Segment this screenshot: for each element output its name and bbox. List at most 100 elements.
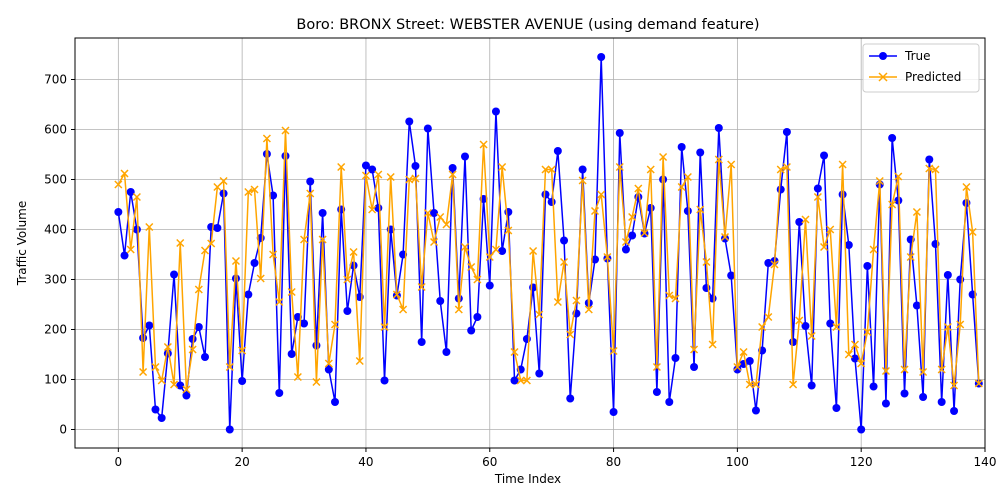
data-point-predicted — [758, 322, 767, 332]
data-point-predicted — [126, 245, 135, 254]
data-point-predicted — [727, 160, 736, 169]
data-point-predicted — [801, 215, 810, 224]
data-point-predicted — [219, 176, 228, 186]
data-point-predicted — [962, 182, 971, 192]
data-point-predicted — [547, 165, 556, 174]
data-point-predicted — [906, 252, 915, 262]
data-point-true — [782, 128, 791, 136]
series-predicted — [114, 126, 983, 394]
data-point-predicted — [454, 305, 463, 314]
x-axis-title: Time Index — [494, 472, 561, 486]
data-point-predicted — [423, 208, 432, 218]
y-tick-label: 400 — [44, 223, 67, 237]
data-point-predicted — [510, 347, 519, 357]
data-point-predicted — [355, 356, 364, 366]
data-point-predicted — [541, 165, 550, 174]
data-point-true — [776, 185, 785, 194]
data-point-predicted — [888, 200, 897, 209]
data-point-true — [560, 236, 569, 245]
data-point-predicted — [646, 165, 655, 174]
data-point-true — [541, 190, 550, 199]
series-line-true — [117, 56, 980, 431]
data-point-true — [665, 398, 674, 406]
data-point-true — [467, 326, 476, 335]
data-point-predicted — [968, 227, 977, 237]
data-point-predicted — [318, 235, 327, 244]
data-point-true — [950, 407, 959, 415]
data-point-predicted — [157, 376, 166, 385]
data-point-predicted — [950, 381, 959, 390]
data-point-predicted — [170, 380, 179, 389]
data-point-predicted — [690, 345, 699, 354]
data-point-true — [238, 377, 247, 385]
data-point-predicted — [894, 172, 903, 181]
data-point-true — [683, 207, 692, 215]
data-point-predicted — [460, 242, 470, 252]
data-point-predicted — [275, 297, 284, 307]
x-axis-ticks: 0 20 40 60 80 100 120 140 — [115, 448, 996, 469]
data-point-predicted — [875, 176, 884, 186]
data-point-true — [807, 381, 816, 390]
data-point-predicted — [615, 162, 624, 172]
data-point-predicted — [578, 176, 587, 185]
data-point-true — [671, 354, 680, 362]
data-point-true — [733, 365, 742, 374]
data-point-predicted — [374, 170, 383, 179]
data-point-true — [801, 322, 810, 330]
data-point-predicted — [535, 310, 544, 319]
data-point-true — [448, 164, 457, 172]
legend: True Predicted — [862, 43, 980, 93]
data-point-true — [430, 209, 439, 217]
data-point-predicted — [820, 242, 829, 252]
data-point-true — [281, 152, 290, 160]
data-point-predicted — [516, 376, 525, 385]
data-point-predicted — [795, 316, 804, 325]
data-point-true — [157, 414, 166, 422]
data-point-true — [151, 405, 160, 414]
data-point-true — [578, 165, 587, 174]
data-point-predicted — [832, 322, 841, 332]
data-point-predicted — [200, 246, 210, 255]
data-point-true — [652, 388, 661, 396]
data-point-predicted — [603, 252, 612, 262]
data-point-true — [423, 124, 432, 133]
data-point-true — [813, 184, 822, 193]
data-point-predicted — [269, 250, 278, 259]
y-tick-label: 600 — [44, 123, 67, 137]
data-point-true — [591, 255, 599, 264]
data-point-predicted — [343, 275, 352, 284]
data-point-true — [795, 218, 804, 226]
data-point-true — [832, 404, 841, 412]
data-point-true — [139, 334, 148, 342]
x-tick-label: 20 — [235, 455, 250, 469]
data-point-predicted — [634, 184, 643, 193]
data-point-predicted — [590, 206, 600, 216]
data-point-predicted — [361, 171, 370, 180]
data-point-true — [312, 341, 321, 350]
data-point-predicted — [380, 322, 389, 332]
y-tick-label: 200 — [44, 323, 67, 337]
data-point-true — [721, 234, 729, 243]
data-point-true — [194, 323, 203, 331]
data-point-predicted — [386, 172, 395, 182]
x-tick-label: 120 — [850, 455, 873, 469]
data-point-predicted — [306, 189, 315, 198]
data-point-predicted — [826, 225, 835, 234]
data-point-true — [417, 338, 426, 346]
data-point-predicted — [560, 257, 569, 267]
data-point-predicted — [597, 190, 606, 199]
legend-predicted-marker — [878, 72, 888, 82]
data-point-predicted — [739, 347, 748, 357]
data-point-predicted — [838, 160, 847, 169]
data-point-true — [461, 152, 469, 161]
data-point-true — [361, 161, 370, 170]
data-point-predicted — [349, 247, 358, 257]
data-point-predicted — [324, 359, 333, 368]
data-point-predicted — [188, 345, 197, 354]
data-point-true — [727, 271, 736, 280]
data-point-true — [553, 147, 562, 155]
data-point-predicted — [337, 162, 346, 172]
data-point-true — [170, 270, 179, 279]
data-point-predicted — [448, 170, 457, 179]
